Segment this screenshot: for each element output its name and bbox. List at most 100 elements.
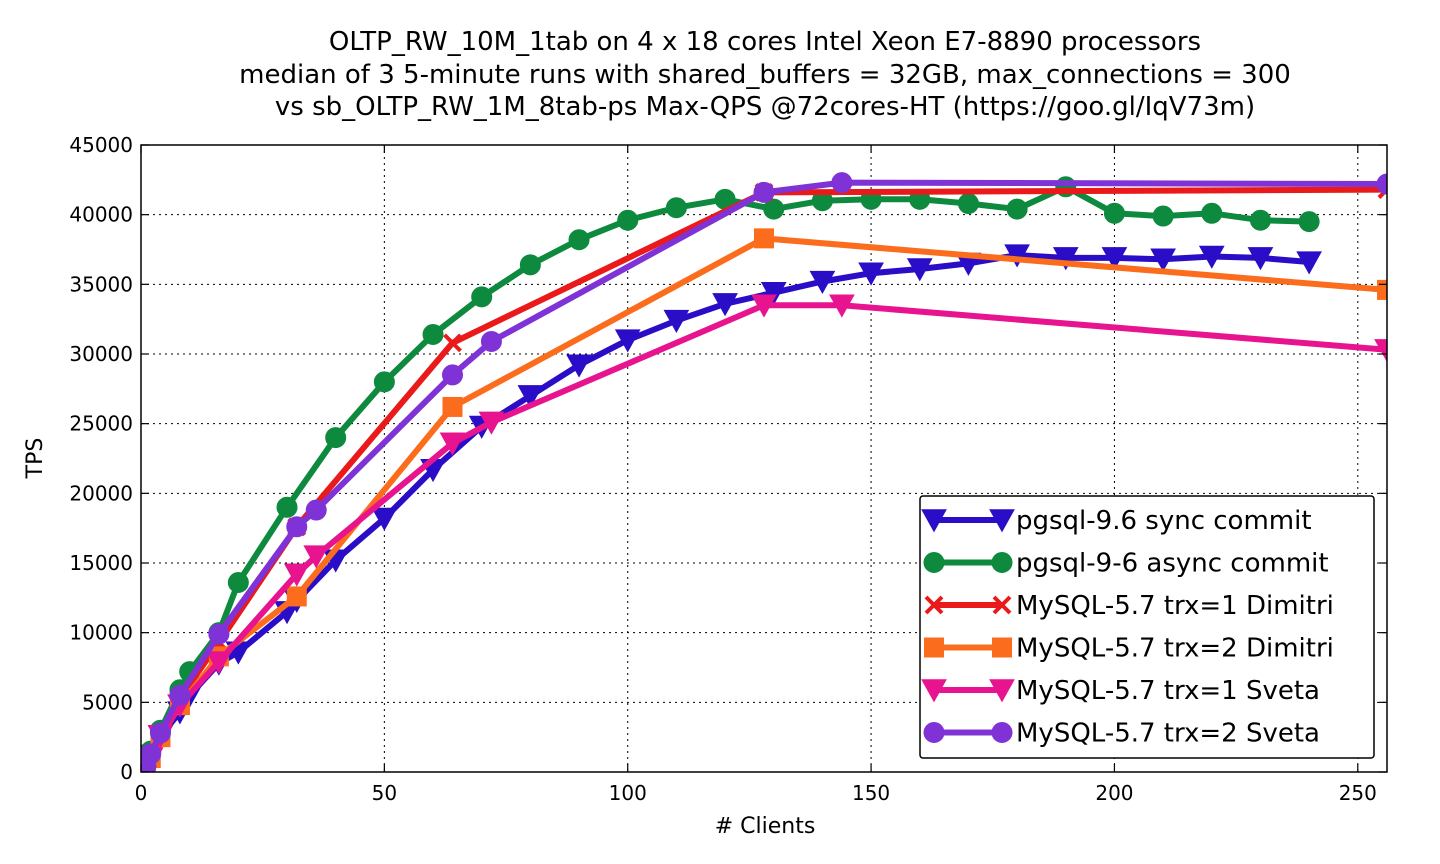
plot-area-frame <box>140 144 1388 773</box>
legend-label: MySQL-5.7 trx=2 Dimitri <box>1016 634 1334 664</box>
data-point <box>206 651 232 675</box>
data-point <box>371 507 398 531</box>
data-point <box>957 193 979 215</box>
legend-item: pgsql-9-6 async commit <box>923 549 1329 579</box>
data-point <box>149 722 171 744</box>
data-point <box>858 262 884 286</box>
legend-item: MySQL-5.7 trx=2 Dimitri <box>924 634 1334 664</box>
y-tick-label: 30000 <box>69 342 133 366</box>
data-point <box>831 172 853 194</box>
x-tick-label: 150 <box>852 781 890 805</box>
data-point <box>1006 198 1028 220</box>
x-tick-label: 50 <box>372 781 397 805</box>
data-point <box>305 499 327 521</box>
data-point <box>663 309 690 333</box>
data-point <box>1374 339 1387 363</box>
x-tick-label: 100 <box>609 781 647 805</box>
legend-box <box>919 495 1375 759</box>
legend-marker <box>989 679 1015 703</box>
data-point <box>442 364 463 386</box>
chart-title: OLTP_RW_10M_1tab on 4 x 18 cores Intel X… <box>239 27 1291 122</box>
legend-label: MySQL-5.7 trx=2 Sveta <box>1016 719 1320 749</box>
data-point <box>1376 173 1387 195</box>
legend-marker <box>923 722 945 743</box>
data-point <box>906 258 933 282</box>
legend-item: MySQL-5.7 trx=1 Dimitri <box>924 591 1334 621</box>
legend-item: pgsql-9.6 sync commit <box>921 506 1312 536</box>
legend-item: MySQL-5.7 trx=1 Sveta <box>921 676 1320 706</box>
data-point <box>1247 247 1274 271</box>
data-point <box>566 354 592 378</box>
data-point <box>829 294 855 318</box>
data-point <box>751 294 777 318</box>
x-tick-label: 250 <box>1339 781 1377 805</box>
data-point <box>1150 248 1176 272</box>
data-point <box>614 329 641 353</box>
data-point <box>1103 202 1125 224</box>
legend-marker <box>989 509 1015 533</box>
legend-marker <box>924 637 944 658</box>
data-point <box>1101 247 1128 271</box>
legend-label: MySQL-5.7 trx=1 Dimitri <box>1016 591 1334 621</box>
y-tick-label: 0 <box>120 760 133 784</box>
data-point <box>480 330 502 352</box>
data-point <box>763 198 785 220</box>
legend-marker <box>923 552 945 573</box>
y-axis-label: TPS <box>23 438 48 480</box>
data-point <box>169 684 191 706</box>
series-6 <box>141 172 1387 772</box>
legend-marker <box>924 595 944 615</box>
data-point <box>286 516 308 538</box>
data-point <box>283 563 310 587</box>
title-line-1: OLTP_RW_10M_1tab on 4 x 18 cores Intel X… <box>329 27 1201 57</box>
x-tick-label: 0 <box>135 781 148 805</box>
data-point <box>760 281 787 306</box>
data-point <box>1198 245 1225 269</box>
data-point <box>373 371 395 393</box>
legend-marker <box>991 552 1013 573</box>
data-point <box>227 572 249 594</box>
legend-item: MySQL-5.7 trx=2 Sveta <box>923 719 1320 749</box>
data-point <box>276 496 298 518</box>
y-tick-label: 35000 <box>69 272 133 296</box>
data-point <box>1052 247 1079 271</box>
y-tick-label: 25000 <box>69 412 133 436</box>
data-point <box>471 286 493 308</box>
legend-marker <box>992 595 1012 615</box>
data-point <box>1249 209 1271 231</box>
data-point <box>1201 202 1223 224</box>
data-point <box>1152 205 1174 227</box>
title-line-2: median of 3 5-minute runs with shared_bu… <box>239 60 1291 90</box>
data-point <box>665 197 687 219</box>
legend-label: pgsql-9-6 async commit <box>1016 549 1329 579</box>
data-point <box>325 427 347 449</box>
data-point <box>439 432 466 456</box>
data-point <box>712 293 738 317</box>
data-point <box>519 254 541 276</box>
x-axis-label: # Clients <box>715 814 816 839</box>
data-point <box>809 270 836 294</box>
data-point <box>1004 244 1030 268</box>
legend-marker <box>992 637 1012 658</box>
data-point <box>754 228 774 249</box>
data-point <box>1298 211 1320 233</box>
data-point <box>443 333 462 353</box>
data-point <box>1296 251 1322 275</box>
x-tick-label: 200 <box>1095 781 1133 805</box>
y-tick-label: 10000 <box>69 621 133 645</box>
y-tick-label: 5000 <box>82 690 133 714</box>
data-point <box>286 586 307 607</box>
y-tick-label: 20000 <box>69 481 133 505</box>
data-point <box>442 396 463 417</box>
title-line-3: vs sb_OLTP_RW_1M_8tab-ps Max-QPS @72core… <box>275 92 1255 122</box>
y-tick-label: 15000 <box>69 551 133 575</box>
data-point <box>422 323 444 345</box>
axis-ticks: 0 50 100 150 200 250 0 5000 10000 15000 20000 25000… <box>69 133 1387 805</box>
legend-marker <box>921 509 947 533</box>
data-point <box>208 623 230 645</box>
plot-series <box>141 172 1387 772</box>
legend-marker <box>991 722 1013 743</box>
data-point <box>568 229 590 251</box>
data-point <box>753 181 775 203</box>
